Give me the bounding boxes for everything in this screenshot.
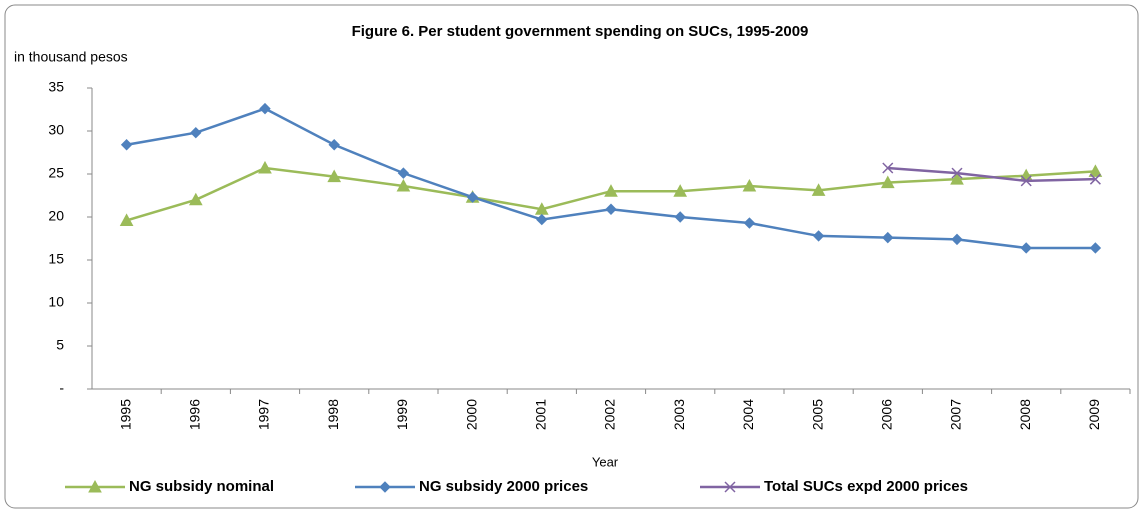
marker (119, 213, 134, 226)
marker (673, 184, 688, 197)
x-tick-label: 1997 (256, 399, 272, 430)
marker (743, 217, 756, 229)
marker (466, 191, 479, 203)
marker (1089, 173, 1101, 185)
marker (951, 233, 963, 246)
y-tick-label: 10 (48, 294, 64, 310)
legend-label: NG subsidy 2000 prices (419, 478, 588, 495)
y-tick-label: 25 (48, 165, 64, 181)
marker (259, 102, 271, 115)
marker (882, 231, 894, 244)
marker (882, 162, 894, 174)
marker (327, 169, 342, 183)
chart-frame (4, 4, 1139, 509)
y-tick-label: 20 (48, 208, 64, 224)
marker (120, 139, 133, 151)
marker (605, 203, 617, 215)
x-tick-label: 2004 (740, 399, 756, 430)
marker (397, 167, 410, 179)
x-tick-label: 1996 (187, 399, 203, 430)
chart-title: Figure 6. Per student government spendin… (352, 23, 809, 40)
x-tick-label: 2000 (463, 399, 479, 430)
marker (188, 192, 203, 206)
marker (1020, 242, 1032, 254)
series-line (887, 166, 1096, 183)
marker (88, 479, 102, 493)
marker (604, 184, 618, 197)
marker (536, 213, 548, 226)
legend-label: NG subsidy nominal (129, 478, 274, 495)
x-tick-label: 1999 (394, 399, 410, 430)
x-tick-label: 1995 (117, 399, 133, 430)
marker (190, 127, 202, 139)
marker (950, 172, 964, 185)
marker (1089, 242, 1102, 254)
marker (1020, 175, 1032, 187)
marker (742, 178, 757, 192)
x-tick-label: 2009 (1086, 399, 1102, 430)
x-tick-label: 2002 (602, 399, 618, 430)
legend-label: Total SUCs expd 2000 prices (764, 478, 968, 495)
y-tick-label: 35 (48, 79, 64, 95)
marker (880, 175, 895, 189)
x-tick-label: 2001 (533, 399, 549, 430)
marker (328, 139, 340, 151)
marker (379, 481, 391, 493)
y-tick-label: 30 (48, 122, 64, 138)
x-tick-label: 2003 (671, 399, 687, 430)
marker (1088, 164, 1103, 177)
marker (396, 178, 411, 192)
x-tick-label: 2007 (948, 399, 964, 430)
marker (724, 481, 736, 493)
marker (258, 160, 272, 174)
x-tick-label: 2006 (879, 399, 895, 430)
y-axis-label: in thousand pesos (14, 49, 128, 65)
x-tick-label: 1998 (325, 399, 341, 430)
x-tick-label: 2008 (1017, 399, 1033, 430)
y-tick-label: - (59, 380, 64, 396)
x-tick-label: 2005 (809, 399, 825, 430)
x-axis-label: Year (592, 454, 619, 469)
y-tick-label: 15 (48, 251, 64, 267)
marker (951, 167, 963, 179)
marker (811, 183, 826, 196)
y-tick-label: 5 (56, 337, 64, 353)
marker (674, 211, 686, 223)
marker (812, 230, 825, 242)
